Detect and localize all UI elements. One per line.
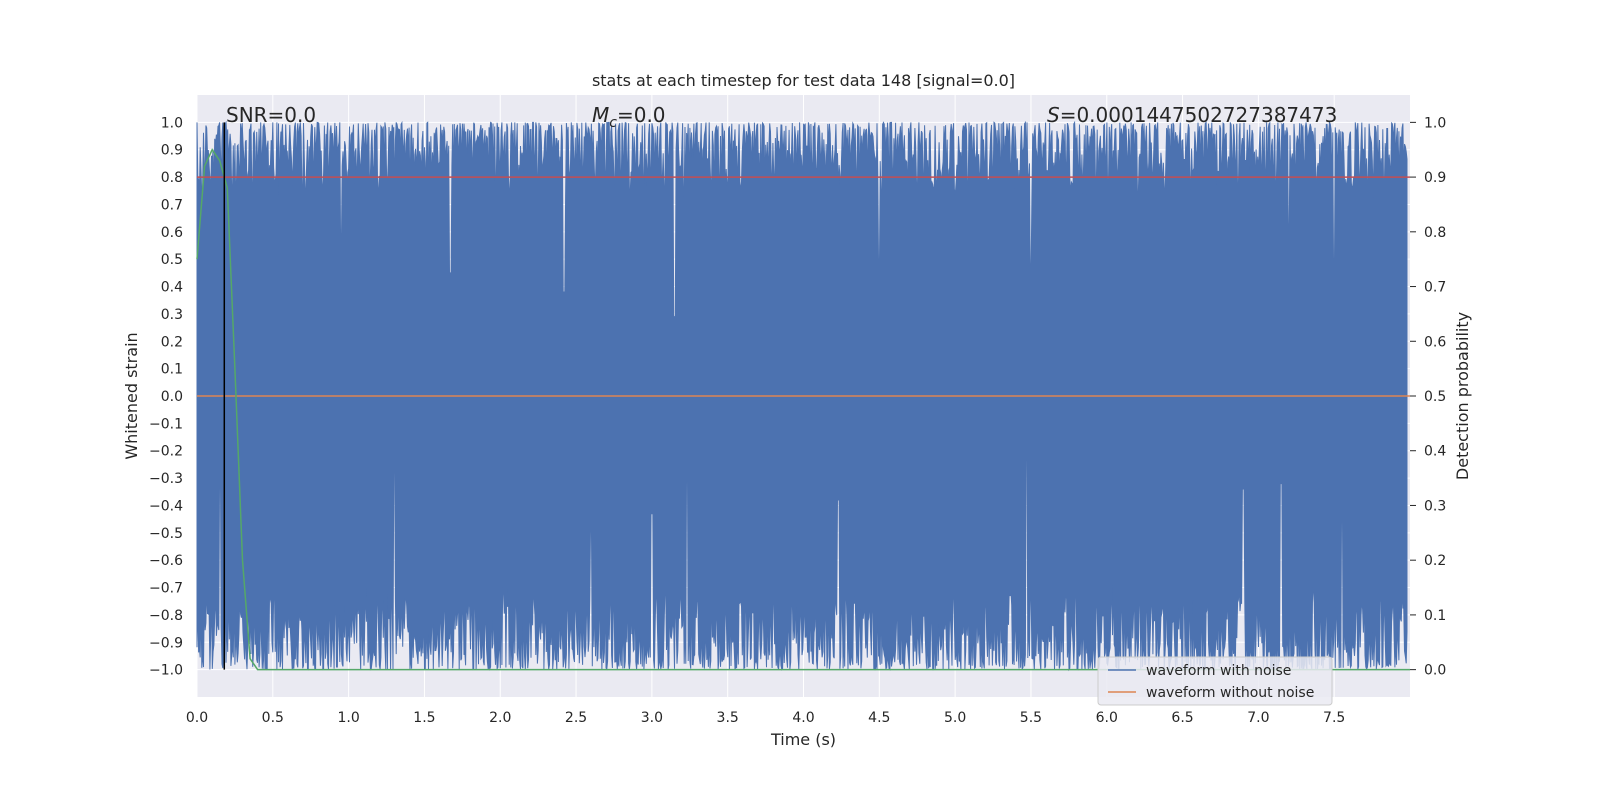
- x-axis-label: Time (s): [770, 730, 836, 749]
- y-tick-label: 0.9: [161, 143, 183, 159]
- x-tick-label: 3.0: [641, 710, 663, 726]
- chart-title: stats at each timestep for test data 148…: [592, 71, 1015, 90]
- x-tick-label: 2.0: [489, 710, 511, 726]
- y2-tick-label: 0.9: [1424, 170, 1446, 186]
- chirp-mass-symbol: M: [592, 103, 609, 127]
- chirp-mass-value: =0.0: [617, 103, 666, 127]
- y2-tick-label: 1.0: [1424, 115, 1446, 131]
- y-tick-label: 0.3: [161, 307, 183, 323]
- y-tick-label: 0.4: [161, 280, 183, 296]
- y-tick-label: 1.0: [161, 115, 183, 131]
- score-value: =0.0001447502727387473: [1060, 103, 1338, 127]
- x-tick-label: 5.5: [1020, 710, 1042, 726]
- x-tick-label: 6.0: [1096, 710, 1118, 726]
- y-tick-label: −0.8: [149, 608, 183, 624]
- y2-tick-label: 0.0: [1424, 663, 1446, 679]
- y-axis-ticks: 1.0 0.9 0.8 0.7 0.6 0.5 0.4 0.3 0.2 0.1 0.0 −0.1 −0.…: [149, 115, 183, 678]
- y-tick-label: −0.2: [149, 444, 183, 460]
- y2-axis-label: Detection probability: [1453, 312, 1472, 480]
- y2-tick-label: 0.3: [1424, 498, 1446, 514]
- score-symbol: S: [1047, 103, 1060, 127]
- y2-tick-label: 0.1: [1424, 608, 1446, 624]
- y-tick-label: −0.4: [149, 498, 183, 514]
- y-tick-label: 0.2: [161, 334, 183, 350]
- x-tick-label: 3.5: [717, 710, 739, 726]
- y-tick-label: −0.9: [149, 635, 183, 651]
- x-tick-label: 7.5: [1323, 710, 1345, 726]
- y-tick-label: 0.6: [161, 225, 183, 241]
- chirp-mass-subscript: c: [609, 115, 617, 131]
- x-axis-ticks: 0.0 0.5 1.0 1.5 2.0 2.5 3.0 3.5 4.0 4.5 5.0 5.5 6.0 6…: [186, 710, 1345, 726]
- legend-label-waveform-without-noise: waveform without noise: [1146, 685, 1314, 701]
- y-tick-label: −0.3: [149, 471, 183, 487]
- y-tick-label: −1.0: [149, 663, 183, 679]
- y2-tick-label: 0.8: [1424, 225, 1446, 241]
- y2-tick-label: 0.5: [1424, 389, 1446, 405]
- y-tick-label: −0.6: [149, 553, 183, 569]
- y2-tick-label: 0.6: [1424, 334, 1446, 350]
- x-tick-label: 4.0: [792, 710, 814, 726]
- y-tick-label: 0.8: [161, 170, 183, 186]
- x-tick-label: 2.5: [565, 710, 587, 726]
- y2-tick-label: 0.2: [1424, 553, 1446, 569]
- legend-box: [1097, 656, 1333, 706]
- x-tick-label: 0.5: [262, 710, 284, 726]
- y-tick-label: 0.7: [161, 197, 183, 213]
- series-lines: [196, 122, 1410, 671]
- x-tick-label: 6.5: [1171, 710, 1193, 726]
- y-tick-label: −0.5: [149, 526, 183, 542]
- y-tick-label: 0.1: [161, 362, 183, 378]
- line-series-2: [196, 148, 1410, 671]
- y-tick-label: 0.0: [161, 389, 183, 405]
- y-tick-label: −0.1: [149, 416, 183, 432]
- x-tick-label: 1.0: [337, 710, 359, 726]
- x-tick-label: 4.5: [868, 710, 890, 726]
- y-tick-label: −0.7: [149, 581, 183, 597]
- x-tick-label: 7.0: [1247, 710, 1269, 726]
- y-axis-label: Whitened strain: [122, 332, 141, 459]
- x-tick-label: 0.0: [186, 710, 208, 726]
- y2-tick-label: 0.7: [1424, 280, 1446, 296]
- legend-label-waveform-with-noise: waveform with noise: [1146, 663, 1291, 679]
- y-tick-label: 0.5: [161, 252, 183, 268]
- score-annotation: S=0.0001447502727387473: [1047, 103, 1337, 127]
- snr-annotation: SNR=0.0: [226, 103, 316, 127]
- legend: waveform with noise waveform without noi…: [1097, 656, 1333, 706]
- y2-tick-label: 0.4: [1424, 444, 1446, 460]
- y2-axis-ticks: 1.0 0.9 0.8 0.7 0.6 0.5 0.4 0.3 0.2 0.1 0.0: [1410, 115, 1446, 679]
- x-tick-label: 5.0: [944, 710, 966, 726]
- x-tick-label: 1.5: [413, 710, 435, 726]
- chirp-mass-annotation: Mc=0.0: [592, 103, 666, 131]
